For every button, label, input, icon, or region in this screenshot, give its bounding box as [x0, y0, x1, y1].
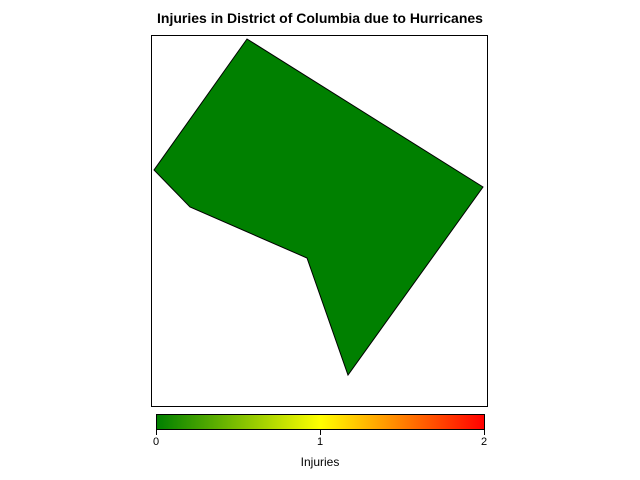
scale-tick-label-2: 2	[480, 436, 488, 448]
scale-tick-0	[156, 430, 157, 435]
map-frame	[151, 35, 488, 407]
color-scale-bar	[156, 414, 485, 430]
scale-tick-label-1: 1	[316, 436, 324, 448]
scale-tick-2	[484, 430, 485, 435]
map-title: Injuries in District of Columbia due to …	[157, 10, 483, 26]
scale-tick-1	[320, 430, 321, 435]
legend-title: Injuries	[300, 455, 340, 469]
scale-tick-label-0: 0	[152, 436, 160, 448]
district-of-columbia-region[interactable]	[153, 38, 484, 377]
